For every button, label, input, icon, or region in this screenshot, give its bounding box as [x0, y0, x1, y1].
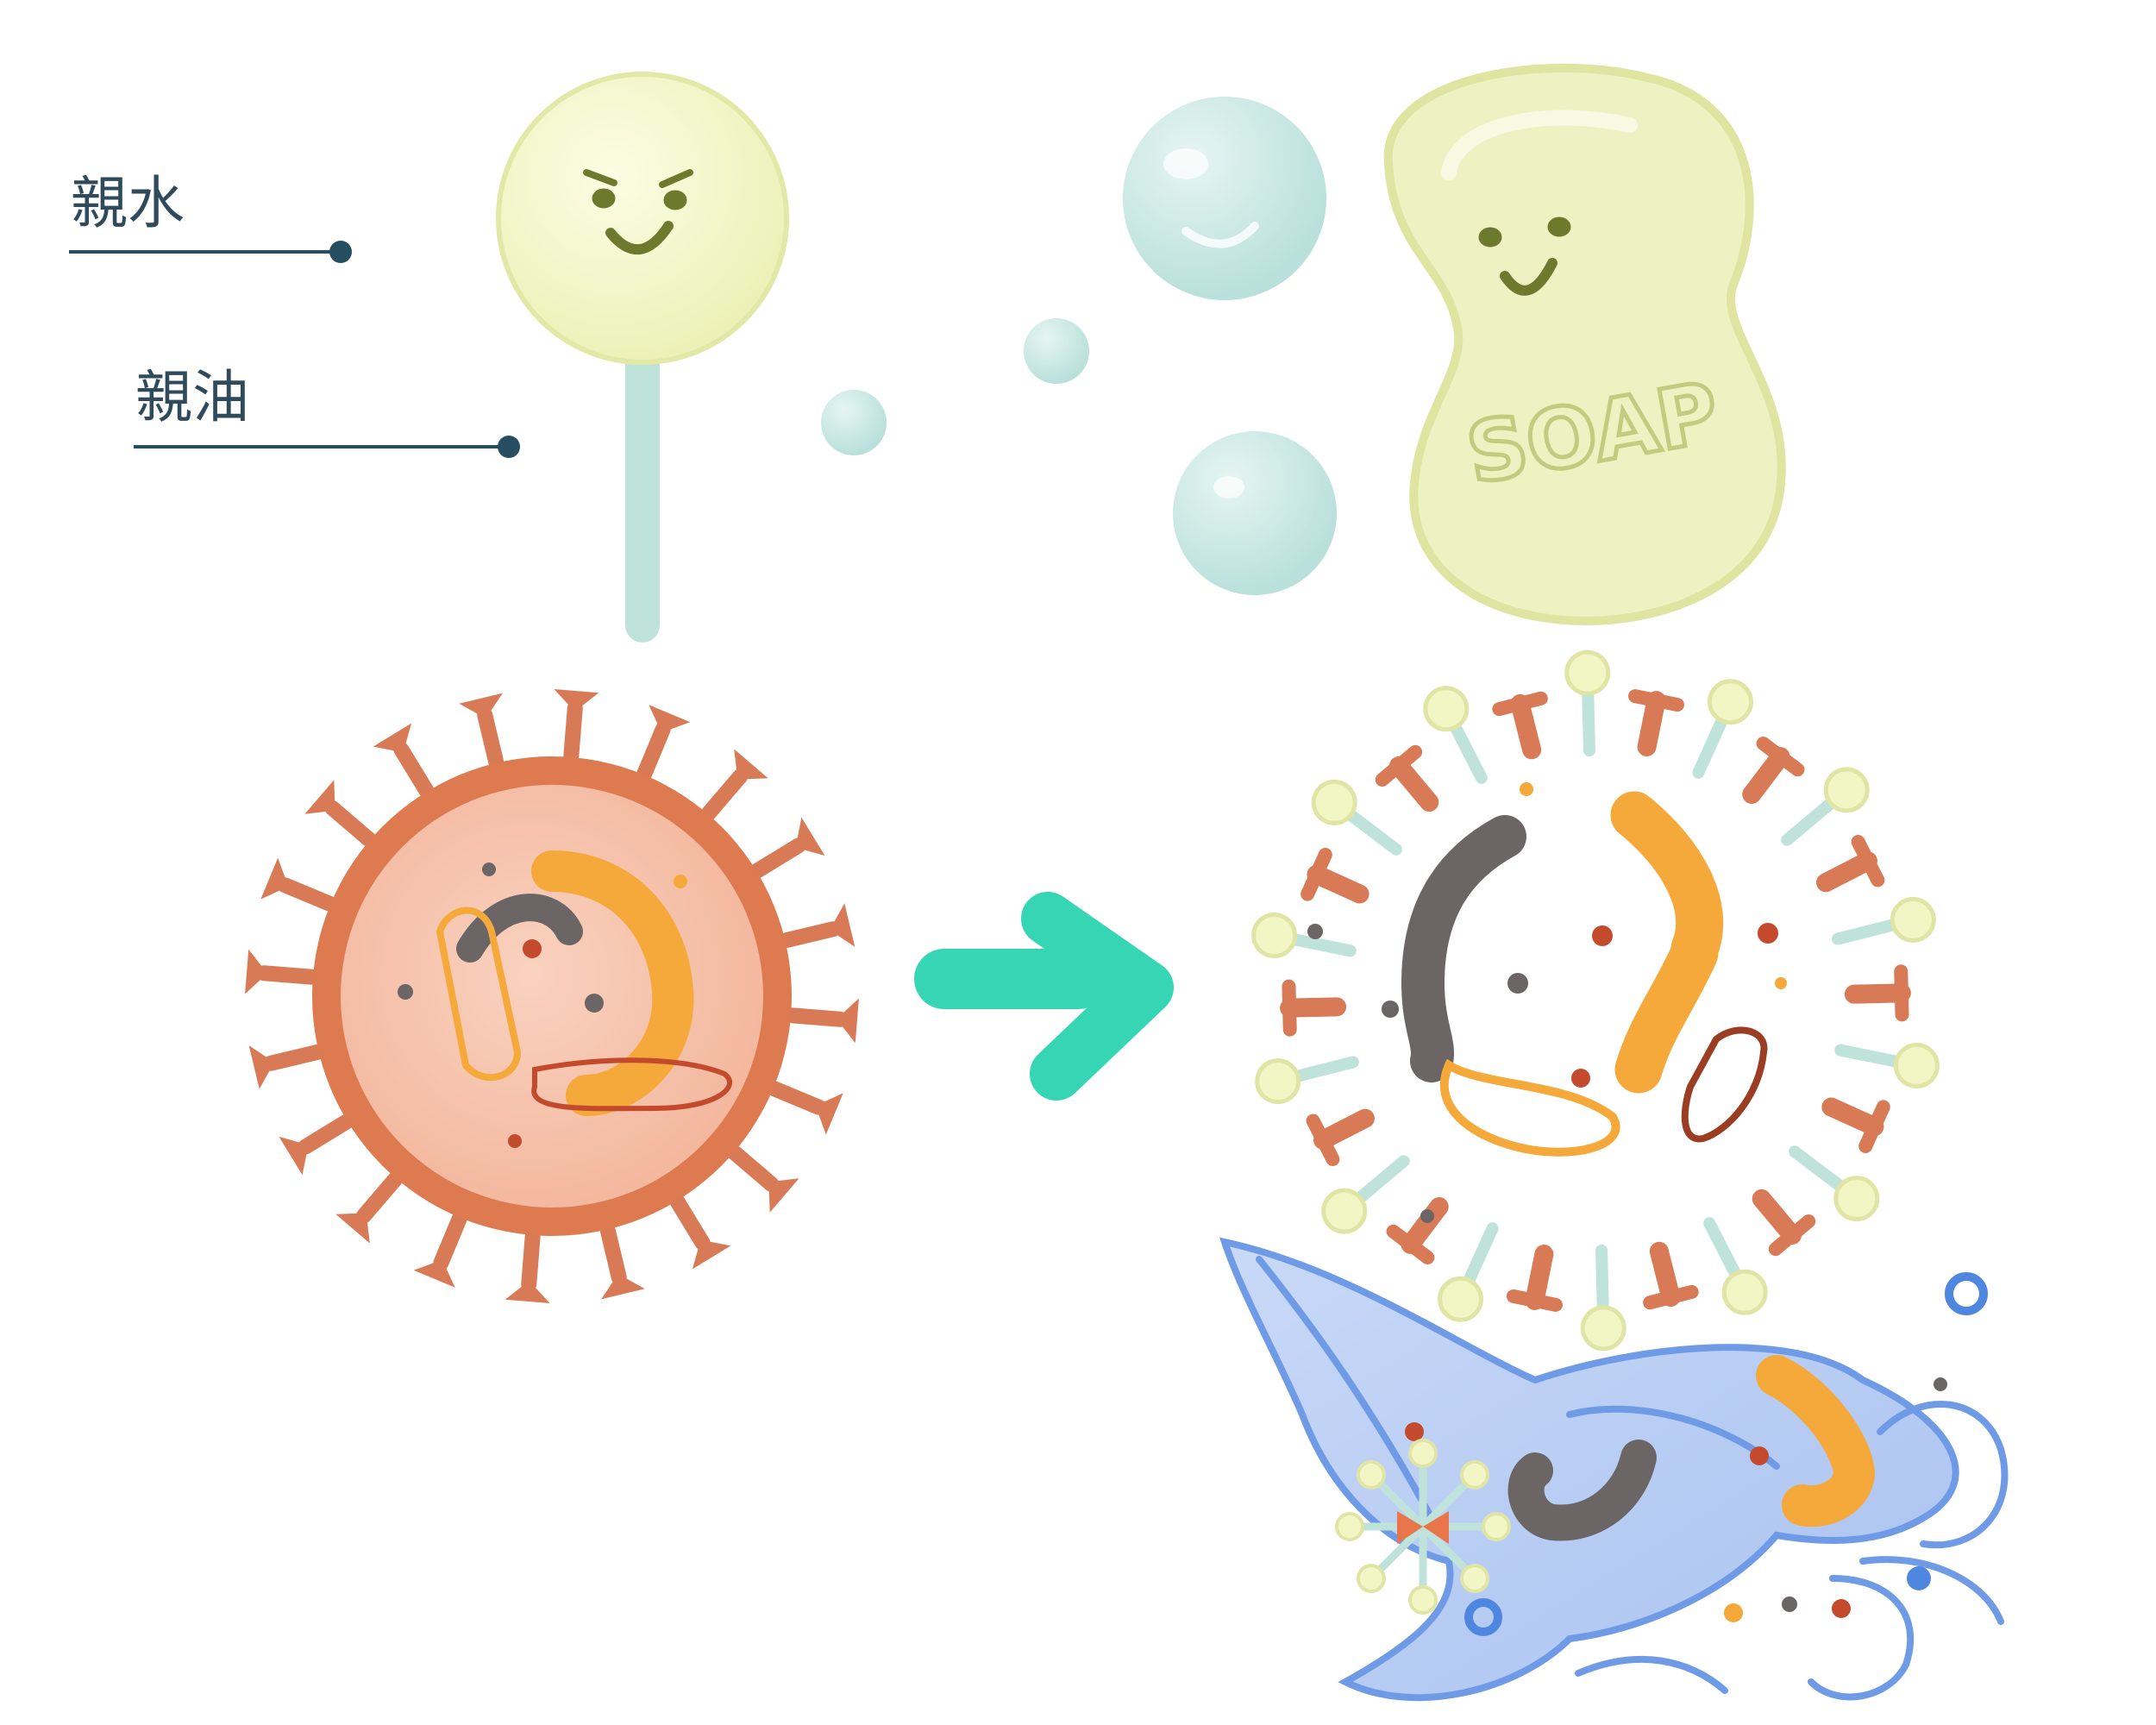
surfactant-fragment: [1628, 679, 1753, 779]
virus-spike: [279, 1113, 354, 1176]
released-orange-loop: [1439, 1058, 1620, 1157]
surfactant-fragment: [1742, 737, 1870, 846]
soap-smile-face-icon: [1478, 216, 1571, 296]
bubbles: [821, 97, 1337, 595]
water-flow: [1219, 1237, 2009, 1702]
surfactant-fragment: [1300, 779, 1402, 904]
surfactant-fragment: [1438, 1222, 1563, 1322]
virus-broken: [1251, 649, 1940, 1352]
virus-spike: [785, 998, 859, 1044]
released-rna-dark: [1401, 815, 1526, 1082]
surfactant-fragment: [1816, 834, 1936, 945]
virus-rna-orange: [531, 850, 694, 1116]
surfactant-fragment: [1492, 649, 1611, 760]
debris-rna-orange: [1756, 1355, 1876, 1527]
virus-spike: [701, 749, 768, 821]
virus-spike: [599, 1223, 645, 1300]
virus-spike: [505, 1229, 550, 1303]
surfactant-fragment: [1703, 1189, 1816, 1315]
hydrophilic-leader-dot: [329, 241, 352, 263]
label-lipophilic: 親油: [135, 364, 249, 430]
virus-rna-outline: [436, 906, 522, 1082]
label-hydrophilic-group: 親水: [69, 170, 352, 263]
lipophilic-leader-dot: [498, 436, 520, 458]
virus-spike: [727, 1145, 799, 1213]
smile-face-icon: [583, 169, 693, 254]
transform-arrow-icon: [914, 892, 1174, 1101]
virus-spike: [669, 1194, 731, 1270]
virus-spike: [554, 689, 599, 763]
virus-spike: [459, 693, 505, 769]
surfactant-ring: [1251, 649, 1940, 1352]
soap-bar-body: [1383, 63, 1786, 626]
released-rna-orange: [1610, 791, 1724, 973]
virus-core: [341, 785, 763, 1208]
virus-intact: [245, 689, 859, 1303]
debris-rna-dark: [1507, 1440, 1657, 1541]
virus-membrane-loop: [531, 1057, 732, 1112]
surfactant-fragment: [1789, 1097, 1890, 1222]
virus-spike: [779, 903, 856, 949]
bubble: [1173, 431, 1337, 595]
small-bubble: [1945, 1272, 1988, 1315]
surfactant-fragment: [1255, 1056, 1375, 1167]
virus-spike: [413, 1211, 467, 1288]
virus-spike: [767, 1081, 843, 1135]
label-lipophilic-group: 親油: [134, 364, 520, 458]
label-hydrophilic: 親水: [71, 170, 185, 236]
virus-spike: [335, 1171, 403, 1244]
virus-spike: [636, 705, 691, 781]
hydrophilic-head: [496, 72, 789, 365]
virus-spike: [245, 949, 319, 994]
virus-spikes: [245, 689, 859, 1303]
bubble: [1024, 318, 1089, 384]
surfactant-fragment: [1580, 1241, 1699, 1352]
soap-bar: SOAP: [1383, 63, 1786, 626]
surfactant-molecule: [496, 72, 789, 643]
small-bubble: [1464, 1598, 1502, 1636]
virus-rna-dark: [456, 894, 583, 963]
surfactant-cluster: [1335, 1439, 1511, 1615]
virus-spike: [373, 723, 435, 799]
surfactant-fragment: [1321, 1155, 1449, 1264]
bubble: [1123, 97, 1326, 300]
surfactant-fragment: [1375, 686, 1488, 812]
lipophilic-tail: [625, 345, 660, 643]
virus-spike: [304, 780, 377, 847]
surfactant-fragment: [1834, 964, 1940, 1088]
virus-spike: [749, 817, 825, 879]
released-dark-loop: [1681, 1026, 1768, 1143]
virus-spike: [248, 1044, 325, 1089]
bubble: [821, 390, 887, 455]
surfactant-fragment: [1251, 913, 1357, 1037]
virus-spike: [260, 857, 337, 912]
